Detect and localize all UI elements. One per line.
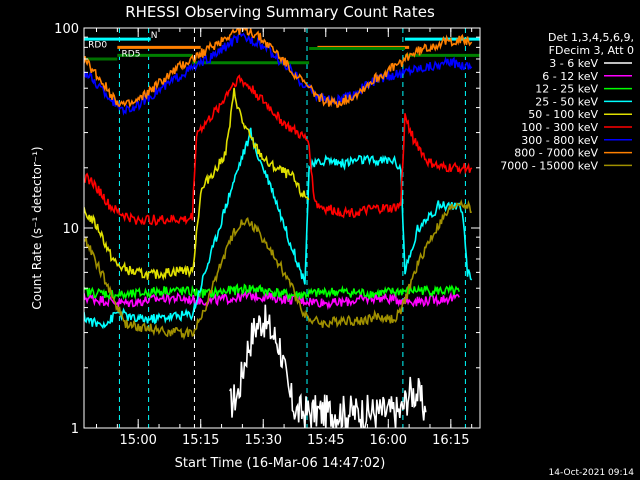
plot-annotations: RD0 RD5 N	[88, 31, 157, 59]
legend-label-12-25-kev: 12 - 25 keV	[535, 83, 598, 96]
series-line-25-50-kev	[84, 127, 473, 330]
series-line-100-300-kev	[84, 74, 473, 227]
x-tick-label: 15:00	[119, 433, 156, 448]
x-axis: 15:00 15:15 15:30 15:45 16:00 16:15	[96, 28, 473, 448]
legend-label-800-7000-kev: 800 - 7000 keV	[514, 147, 598, 160]
series-line-7000-15000-kev	[84, 199, 472, 341]
legend-label-100-300-kev: 100 - 300 keV	[521, 121, 598, 134]
series-lines	[84, 28, 473, 428]
legend-label-25-50-kev: 25 - 50 keV	[535, 95, 598, 108]
y-tick-label: 10	[62, 222, 79, 237]
y-tick-label: 100	[54, 22, 79, 37]
annotation-n: N	[151, 31, 158, 41]
legend-label-300-800-kev: 300 - 800 keV	[521, 134, 598, 147]
series-line-12-25-kev	[84, 283, 460, 302]
x-tick-label: 16:00	[370, 433, 407, 448]
chart-title: RHESSI Observing Summary Count Rates	[125, 3, 435, 21]
x-tick-label: 15:45	[307, 433, 344, 448]
annotation-rd5: RD5	[122, 50, 141, 60]
legend-label-7000-15000-kev: 7000 - 15000 keV	[500, 159, 598, 172]
series-line-50-100-kev	[84, 87, 310, 281]
legend-header-line-2: FDecim 3, Att 0	[549, 44, 634, 57]
annotation-rd0: RD0	[88, 40, 107, 50]
footer-timestamp: 14-Oct-2021 09:14	[549, 468, 635, 478]
legend-label-6-12-kev: 6 - 12 keV	[542, 70, 598, 83]
y-axis-label: Count Rate (s⁻¹ detector⁻¹)	[30, 146, 44, 309]
series-line-3-6-kev	[229, 304, 427, 428]
y-axis: 1 10 100	[54, 22, 480, 437]
x-axis-label: Start Time (16-Mar-06 14:47:02)	[175, 456, 386, 471]
legend: Det 1,3,4,5,6,9, FDecim 3, Att 0 3 - 6 k…	[500, 31, 634, 172]
x-tick-label: 15:15	[182, 433, 219, 448]
legend-label-3-6-kev: 3 - 6 keV	[549, 57, 598, 70]
plot-data-area: RD0 RD5 N	[84, 28, 480, 428]
x-tick-label: 15:30	[245, 433, 282, 448]
series-line-300-800-kev	[84, 32, 473, 116]
flag-bars	[84, 37, 480, 65]
x-tick-label: 16:15	[432, 433, 469, 448]
series-line-800-7000-kev	[84, 28, 473, 109]
series-line-6-12-kev	[84, 289, 460, 311]
legend-header-line-1: Det 1,3,4,5,6,9,	[548, 31, 634, 44]
legend-label-50-100-kev: 50 - 100 keV	[528, 108, 598, 121]
y-tick-label: 1	[71, 422, 79, 437]
